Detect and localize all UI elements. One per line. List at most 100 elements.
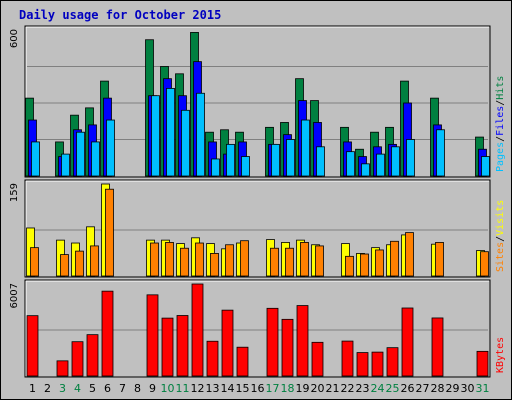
bar-sites [315, 245, 324, 277]
x-tick-label: 16 [251, 382, 265, 395]
bar-pages [91, 141, 100, 177]
bar-sites [150, 242, 159, 277]
x-tick-label: 8 [134, 382, 141, 395]
legend-visits-sites: Sites/Visits [495, 200, 506, 272]
bar-group-day-10 [160, 66, 175, 177]
x-tick-label: 19 [296, 382, 310, 395]
bar-kbytes [431, 317, 444, 377]
y-max-label: 6007 [9, 283, 20, 308]
x-axis-ticks: 1 2 3 4 5 6 7 8 9 10 11 12 13 14 15 16 17 18 19 20 21 22 23 24 2… [29, 382, 490, 395]
x-tick-label: 31 [476, 382, 490, 395]
bar-kbytes [206, 340, 219, 377]
bar-group-day-22 [341, 243, 354, 277]
bar-pages [406, 139, 415, 177]
bar-kbytes [191, 283, 204, 377]
bar-group-day-12 [191, 283, 204, 377]
y-max-label: 600 [9, 29, 20, 48]
bar-group-day-18 [280, 122, 295, 177]
bar-sites [435, 242, 444, 277]
bar-pages [361, 163, 370, 177]
bar-group-day-11 [175, 73, 190, 177]
x-tick-label: 9 [149, 382, 156, 395]
legend-entry: / [495, 100, 506, 106]
bar-sites [210, 253, 219, 277]
bar-group-day-5 [85, 107, 100, 177]
bar-group-day-20 [311, 244, 324, 277]
bar-group-day-28 [431, 242, 444, 277]
x-tick-label: 12 [191, 382, 205, 395]
x-tick-label: 26 [401, 382, 415, 395]
bar-group-day-26 [401, 307, 414, 377]
bar-pages [316, 146, 325, 177]
chart-panels: 600Pages/Files/Hits159Sites/Visits6007KB… [9, 25, 506, 378]
bar-group-day-4 [71, 242, 84, 277]
x-tick-label: 24 [371, 382, 385, 395]
x-tick-label: 1 [29, 382, 36, 395]
bar-group-day-19 [296, 239, 309, 277]
x-tick-label: 20 [311, 382, 325, 395]
bar-group-day-14 [220, 129, 235, 177]
bar-sites [390, 240, 399, 277]
bar-sites [195, 242, 204, 277]
bar-sites [285, 247, 294, 277]
x-tick-label: 25 [386, 382, 400, 395]
bar-pages [166, 88, 175, 177]
bar-group-day-4 [70, 114, 85, 177]
bar-kbytes [311, 341, 324, 377]
x-tick-label: 23 [356, 382, 370, 395]
bar-pages [481, 156, 490, 177]
x-tick-label: 15 [236, 382, 250, 395]
bar-group-day-31 [475, 136, 490, 177]
bar-pages [61, 153, 70, 177]
bar-pages [196, 92, 205, 177]
bar-group-day-17 [265, 126, 280, 177]
bar-kbytes [221, 309, 234, 377]
bar-group-day-11 [176, 315, 189, 377]
bar-group-day-10 [161, 239, 174, 277]
bar-sites [300, 242, 309, 277]
bar-kbytes [161, 317, 174, 377]
x-tick-label: 14 [221, 382, 235, 395]
bar-pages [241, 156, 250, 177]
x-tick-label: 17 [266, 382, 280, 395]
legend-entry: Pages [495, 142, 506, 172]
bar-sites [75, 250, 84, 277]
bar-group-day-23 [356, 352, 369, 377]
bar-group-day-12 [191, 237, 204, 277]
bar-kbytes [401, 307, 414, 377]
bar-group-day-23 [356, 253, 369, 277]
x-tick-label: 7 [119, 382, 126, 395]
legend-entry: / [495, 136, 506, 142]
bar-kbytes [476, 350, 489, 377]
bar-pages [106, 119, 115, 177]
legend-entry: Visits [495, 200, 506, 236]
legend-kbytes: KBytes [495, 337, 506, 373]
bar-group-day-4 [71, 341, 84, 377]
x-tick-label: 10 [161, 382, 175, 395]
bar-kbytes [341, 340, 354, 377]
bar-kbytes [296, 305, 309, 377]
legend-entry: Sites [495, 242, 506, 272]
bar-kbytes [386, 347, 399, 377]
bar-kbytes [26, 315, 39, 377]
x-tick-label: 11 [176, 382, 190, 395]
bar-group-day-20 [311, 341, 324, 377]
bar-sites [270, 247, 279, 277]
bar-group-day-25 [386, 347, 399, 377]
bar-sites [345, 255, 354, 277]
bar-group-day-28 [431, 317, 444, 377]
bar-group-day-24 [371, 247, 384, 277]
bar-sites [225, 244, 234, 277]
bar-kbytes [176, 315, 189, 377]
x-tick-label: 13 [206, 382, 220, 395]
bar-group-day-24 [370, 131, 385, 177]
y-max-label: 159 [9, 183, 20, 202]
bar-group-day-6 [100, 80, 115, 177]
bar-group-day-18 [281, 318, 294, 377]
bar-group-day-3 [55, 141, 70, 177]
bar-group-day-23 [355, 148, 370, 177]
bar-group-day-3 [56, 239, 69, 277]
bar-group-day-6 [101, 183, 114, 277]
bar-pages [271, 143, 280, 177]
